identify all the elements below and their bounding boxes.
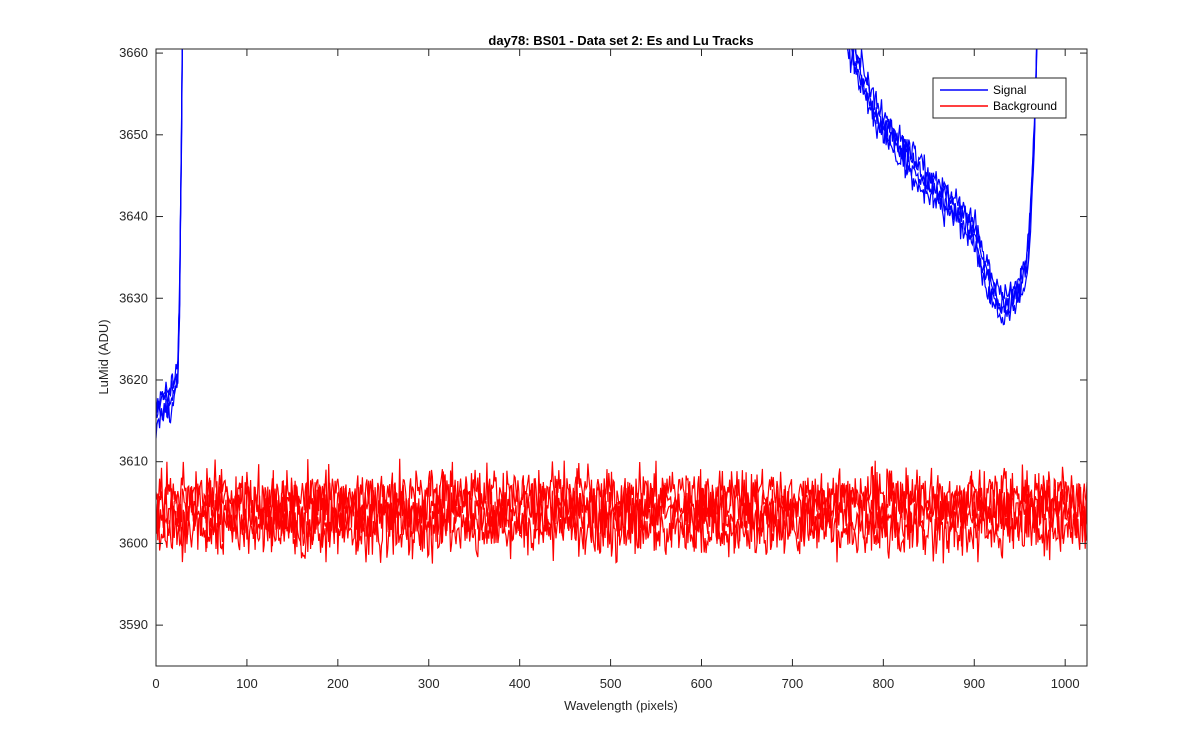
y-axis-label: LuMid (ADU): [96, 319, 111, 394]
x-tick-label: 1000: [1051, 676, 1080, 691]
x-axis-label: Wavelength (pixels): [564, 698, 678, 713]
y-tick-label: 3610: [119, 454, 148, 469]
x-tick-label: 0: [152, 676, 159, 691]
y-tick-label: 3650: [119, 127, 148, 142]
legend-background-label: Background: [993, 99, 1057, 113]
x-tick-label: 200: [327, 676, 349, 691]
x-tick-label: 800: [872, 676, 894, 691]
y-axis-ticks: 3590 3600 3610 3620 3630 3640 3650 3660: [119, 45, 1087, 632]
y-tick-label: 3620: [119, 372, 148, 387]
x-tick-label: 600: [691, 676, 713, 691]
plot-area: [156, 49, 1087, 666]
y-tick-label: 3590: [119, 617, 148, 632]
y-tick-label: 3640: [119, 209, 148, 224]
y-tick-label: 3630: [119, 290, 148, 305]
x-tick-label: 100: [236, 676, 258, 691]
x-tick-label: 700: [782, 676, 804, 691]
x-tick-label: 400: [509, 676, 531, 691]
legend-signal-label: Signal: [993, 83, 1026, 97]
y-tick-label: 3600: [119, 535, 148, 550]
signal-series-line: [852, 49, 1038, 301]
background-series-line: [156, 458, 1087, 534]
x-tick-label: 300: [418, 676, 440, 691]
axes-box: [155, 48, 1088, 667]
legend-box: [932, 77, 1067, 119]
chart-title: day78: BS01 - Data set 2: Es and Lu Trac…: [488, 33, 753, 48]
signal-series-line: [156, 49, 183, 413]
x-axis-ticks: 0 100 200 300 400 500 600 700 800 900 1000: [152, 49, 1080, 691]
y-tick-label: 3660: [119, 45, 148, 60]
legend: Signal Background: [932, 77, 1067, 119]
x-tick-label: 500: [600, 676, 622, 691]
x-tick-label: 900: [963, 676, 985, 691]
data-traces: [156, 49, 1087, 564]
